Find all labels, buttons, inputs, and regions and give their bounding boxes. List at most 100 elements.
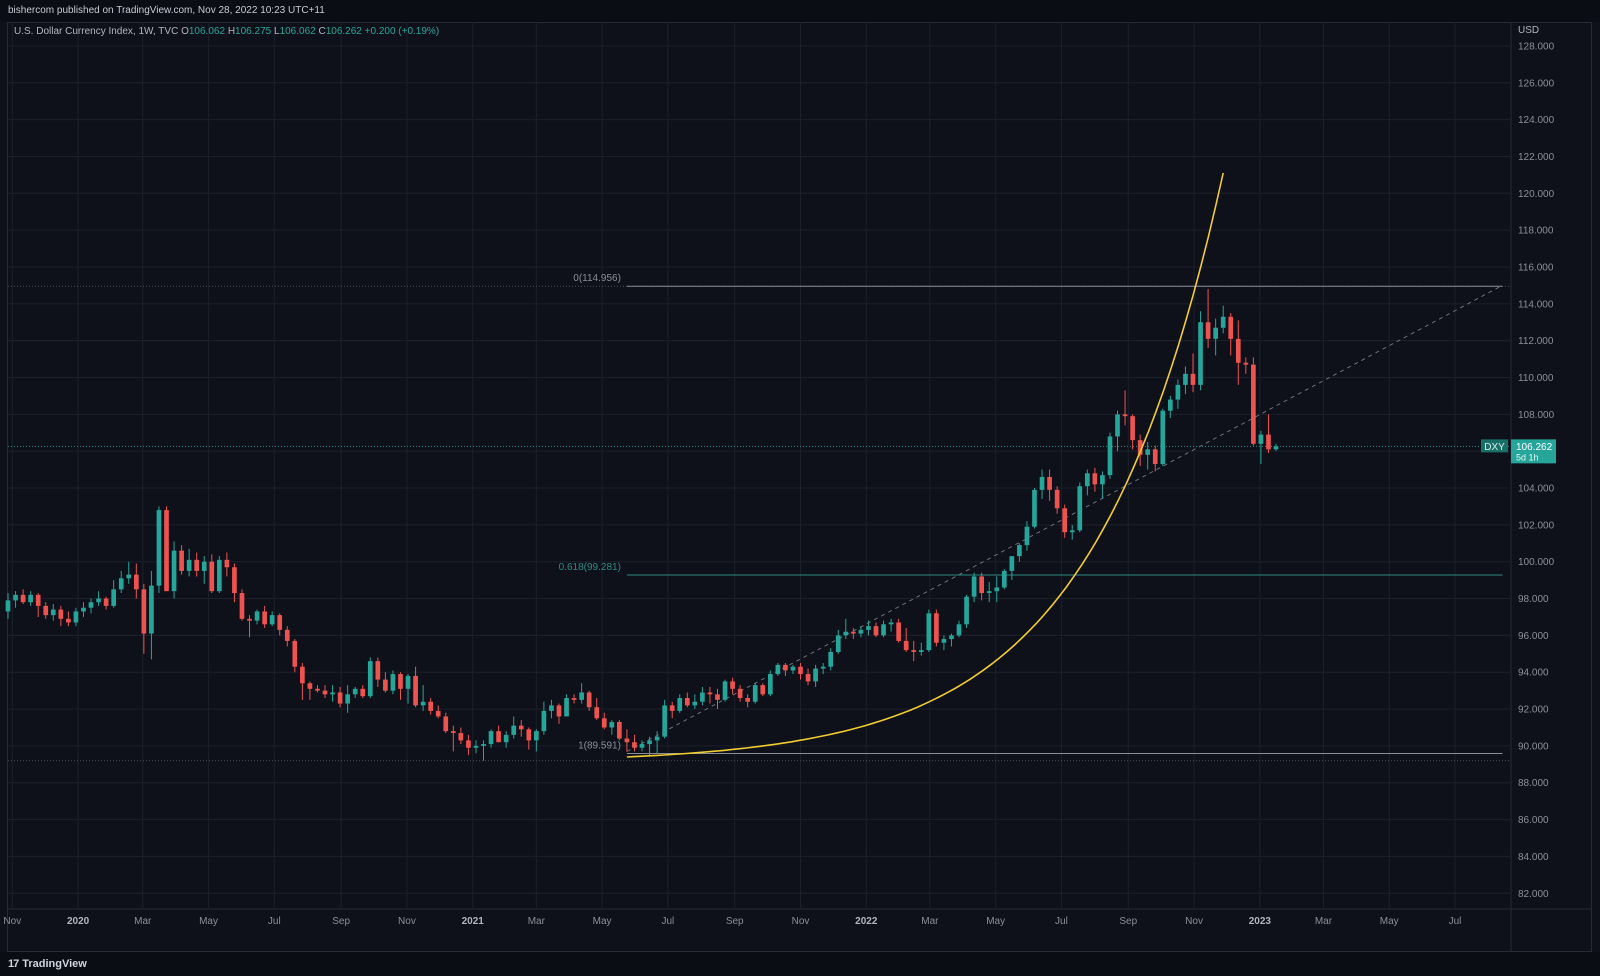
price-tick-label: 104.000 (1518, 484, 1555, 495)
currency-label: USD (1518, 25, 1539, 36)
candle-body (1160, 410, 1166, 465)
candle-body (994, 587, 1000, 592)
published-info: bishercom published on TradingView.com, … (8, 5, 325, 16)
candle-body (926, 613, 932, 651)
price-tick-label: 86.000 (1518, 815, 1549, 826)
candle-body (1213, 327, 1218, 339)
candle-body (964, 596, 969, 625)
candle-body (413, 675, 418, 706)
candle-body (1235, 338, 1241, 363)
symbol-tag: DXY (1484, 442, 1505, 453)
price-tag-box (1511, 439, 1556, 464)
open-label: O (181, 26, 189, 37)
candle-body (692, 701, 698, 706)
candle-body (254, 611, 260, 621)
candle-body (269, 615, 275, 625)
candle-body (549, 705, 554, 711)
candle-body (1273, 446, 1279, 450)
candle-body (1077, 486, 1083, 531)
candle-body (609, 721, 615, 728)
candle-body (1039, 476, 1045, 490)
publisher-bar: bishercom published on TradingView.com, … (0, 0, 1600, 22)
candle-body (126, 574, 132, 579)
trend-line (626, 284, 1503, 752)
candle-body (1084, 473, 1090, 487)
tradingview-logo[interactable]: 17 TradingView (8, 958, 87, 970)
candle-body (1122, 414, 1128, 417)
candle-body (896, 622, 901, 641)
candle-body (1205, 322, 1211, 339)
price-tick-label: 128.000 (1518, 41, 1555, 52)
price-chart[interactable]: 82.000 84.000 86.000 88.000 90.000 92.000 94.0… (0, 0, 1600, 952)
candle-body (805, 674, 811, 682)
candle-body (556, 705, 562, 717)
time-tick-label: 2023 (1249, 916, 1272, 927)
candle-body (1107, 436, 1113, 476)
fib-level-label: 0(114.956) (573, 273, 621, 284)
time-tick-label: Jul (268, 916, 281, 927)
candle-body (156, 510, 162, 586)
candle-body (466, 740, 471, 748)
candle-body (571, 698, 577, 700)
candle-body (752, 685, 758, 702)
candle-body (934, 613, 939, 643)
time-tick-label: May (593, 916, 612, 927)
candle-body (881, 624, 886, 636)
candle-body (1017, 545, 1022, 557)
candle-body (330, 692, 335, 695)
candle-body (164, 510, 169, 592)
candle-body (1100, 475, 1105, 485)
candle-body (1047, 476, 1052, 490)
candle-body (564, 698, 569, 717)
candle-body (450, 731, 456, 734)
candle-body (149, 585, 154, 634)
candle-body (790, 666, 796, 671)
symbol-legend[interactable]: U.S. Dollar Currency Index, 1W, TVC O106… (14, 26, 439, 37)
candle-body (986, 591, 992, 594)
candle-body (956, 624, 962, 636)
price-tick-label: 108.000 (1518, 410, 1555, 421)
candle-body (1183, 373, 1188, 385)
candle-body (1062, 508, 1068, 533)
candle-body (888, 622, 894, 625)
price-tick-label: 122.000 (1518, 152, 1555, 163)
candle-body (367, 661, 373, 697)
candle-body (300, 666, 305, 684)
candle-body (722, 681, 728, 700)
candle-body (284, 629, 290, 641)
candle-body (918, 650, 924, 652)
time-tick-label: Nov (792, 916, 810, 927)
candle-body (398, 674, 403, 689)
price-tick-label: 90.000 (1518, 741, 1549, 752)
candle-body (911, 650, 917, 652)
price-tick-label: 114.000 (1518, 299, 1554, 310)
candle-body (88, 602, 94, 608)
price-tick-label: 118.000 (1518, 226, 1554, 237)
time-tick-label: 2022 (855, 916, 878, 927)
candle-body (835, 635, 841, 652)
candle-body (458, 733, 464, 741)
candle-body (1137, 440, 1143, 455)
time-tick-label: Nov (1185, 916, 1203, 927)
candle-body (352, 688, 358, 695)
symbol-tag-box (1481, 439, 1508, 453)
candle-body (375, 661, 381, 680)
candle-body (700, 692, 705, 702)
candle-body (435, 710, 441, 717)
candle-body (813, 668, 818, 682)
candle-body (639, 744, 645, 748)
candle-body (971, 576, 977, 597)
candle-body (1130, 416, 1135, 441)
price-tick-label: 120.000 (1518, 189, 1555, 200)
candle-body (518, 725, 524, 730)
candle-body (730, 681, 735, 689)
close-value: 106.262 (325, 26, 362, 37)
candle-body (1266, 434, 1271, 450)
candle-body (307, 683, 313, 689)
close-label: C (318, 26, 326, 37)
candle-body (405, 675, 411, 689)
candle-body (820, 666, 826, 669)
candle-body (534, 731, 539, 741)
candle-body (315, 688, 320, 691)
candle-body (1145, 449, 1151, 455)
